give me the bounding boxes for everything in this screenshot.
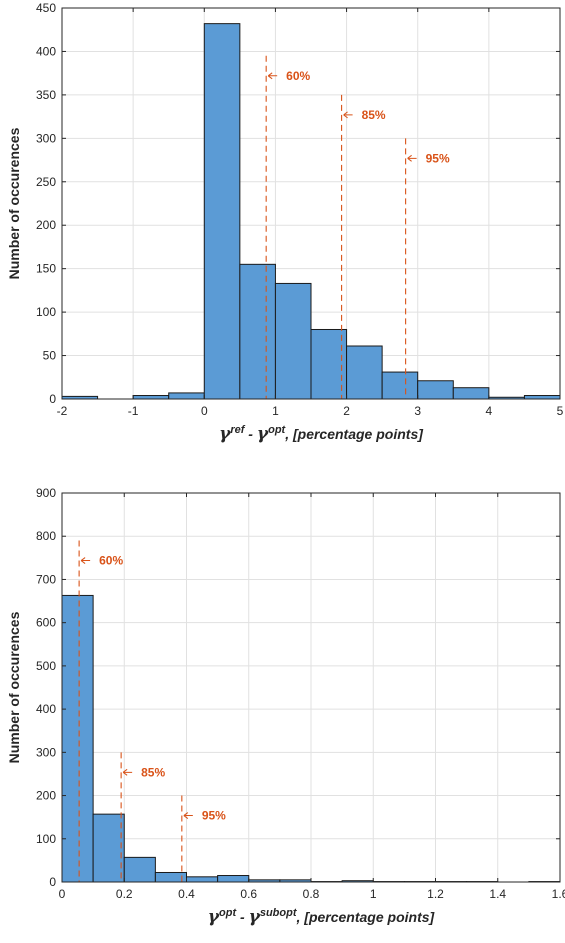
percentile-label: 95% bbox=[426, 151, 450, 165]
x-tick-label: 0.2 bbox=[116, 887, 133, 901]
histogram-bar bbox=[217, 875, 250, 883]
x-axis-label-sym2: γ bbox=[249, 907, 261, 927]
x-tick-label: 1 bbox=[272, 404, 279, 418]
y-tick-label: 450 bbox=[36, 1, 56, 15]
x-tick-label: -1 bbox=[128, 404, 139, 418]
percentile-arrow bbox=[122, 768, 133, 776]
y-tick-label: 800 bbox=[36, 529, 56, 543]
x-axis-label-mid: - bbox=[236, 909, 248, 925]
percentile-marker: 60% bbox=[265, 55, 311, 399]
x-axis-label-mid: - bbox=[244, 426, 256, 442]
percentile-label: 60% bbox=[286, 69, 310, 83]
y-tick-label: 300 bbox=[36, 745, 56, 759]
histogram-bar bbox=[523, 395, 561, 400]
histogram-bar bbox=[239, 263, 276, 400]
x-tick-label: 1.4 bbox=[489, 887, 506, 901]
y-tick-label: 300 bbox=[36, 131, 56, 145]
histogram-bar bbox=[123, 856, 156, 883]
histogram-bar bbox=[452, 387, 490, 400]
x-axis-label: γopt - γsubopt, [percentage points] bbox=[208, 907, 436, 927]
histogram-chart-bottom: 60% 85% 95% 0 0.2 0.4 0.6 0.8 1 1.2 1.4 1.6 0 100 200 3… bbox=[6, 486, 565, 927]
percentile-marker: 95% bbox=[181, 795, 226, 882]
percentile-arrow bbox=[80, 557, 91, 564]
percentile-marker: 95% bbox=[405, 138, 450, 399]
x-axis-label-sym2: γ bbox=[257, 424, 269, 444]
histogram-bar bbox=[310, 328, 348, 400]
y-tick-label: 400 bbox=[36, 44, 56, 58]
y-tick-label: 700 bbox=[36, 572, 56, 586]
x-tick-label: 0.8 bbox=[303, 887, 320, 901]
histogram-bar bbox=[92, 813, 125, 883]
y-tick-label: 50 bbox=[43, 349, 57, 363]
y-tick-label: 250 bbox=[36, 175, 56, 189]
y-tick-label: 0 bbox=[49, 875, 56, 889]
percentile-arrow bbox=[183, 812, 193, 819]
histogram-bar bbox=[186, 876, 219, 883]
percentile-marker: 85% bbox=[341, 94, 386, 399]
histogram-bar bbox=[274, 282, 312, 400]
y-tick-label: 400 bbox=[36, 702, 56, 716]
x-tick-label: 5 bbox=[557, 404, 564, 418]
x-axis-label-sup2: subopt bbox=[260, 907, 298, 919]
x-tick-label: 0 bbox=[201, 404, 208, 418]
x-axis-label-sup2: opt bbox=[268, 424, 286, 436]
x-axis-label-tail: , [percentage points] bbox=[296, 909, 436, 925]
y-tick-label: 100 bbox=[36, 832, 56, 846]
percentile-label: 60% bbox=[99, 554, 123, 568]
x-tick-label: 3 bbox=[414, 404, 421, 418]
x-tick-label: 4 bbox=[486, 404, 493, 418]
y-tick-label: 0 bbox=[49, 392, 56, 406]
y-tick-label: 350 bbox=[36, 88, 56, 102]
x-tick-label: 0.4 bbox=[178, 887, 195, 901]
histogram-bars bbox=[61, 23, 561, 400]
histogram-bar bbox=[203, 23, 241, 400]
y-tick-label: 150 bbox=[36, 262, 56, 276]
percentile-label: 95% bbox=[202, 809, 226, 823]
x-axis-label-sup1: opt bbox=[219, 907, 237, 919]
y-tick-label: 600 bbox=[36, 616, 56, 630]
x-tick-label: 1.2 bbox=[427, 887, 444, 901]
x-axis-label-sup1: ref bbox=[230, 424, 245, 436]
x-axis-label-sym1: γ bbox=[208, 907, 220, 927]
percentile-arrow bbox=[267, 72, 278, 80]
x-tick-label: 0.6 bbox=[240, 887, 257, 901]
percentile-arrow bbox=[407, 154, 417, 162]
x-tick-label: 1 bbox=[370, 887, 377, 901]
percentile-arrow bbox=[343, 111, 353, 119]
y-tick-label: 900 bbox=[36, 486, 56, 500]
percentile-label: 85% bbox=[362, 108, 386, 122]
y-axis-label: Number of occurences bbox=[6, 611, 22, 763]
percentile-marker: 60% bbox=[78, 540, 123, 882]
percentile-label: 85% bbox=[141, 765, 165, 779]
x-tick-label: 2 bbox=[343, 404, 350, 418]
histogram-bar bbox=[168, 392, 205, 400]
plot-area-frame bbox=[61, 7, 561, 400]
y-tick-label: 500 bbox=[36, 659, 56, 673]
histogram-chart-top: 60%85%95%-2 -1 0 1 2 3 4 5050100150200250300350… bbox=[6, 1, 564, 444]
histogram-bar bbox=[61, 594, 94, 883]
histogram-bar bbox=[417, 380, 454, 400]
percentile-marker: 85% bbox=[120, 752, 165, 882]
x-axis-label-tail: , [percentage points] bbox=[284, 426, 424, 442]
y-tick-label: 200 bbox=[36, 789, 56, 803]
x-axis-label-sym1: γ bbox=[219, 424, 231, 444]
histogram-bar bbox=[346, 345, 383, 400]
grid-lines bbox=[62, 8, 560, 399]
x-tick-label: 1.6 bbox=[552, 887, 565, 901]
x-tick-label: 0 bbox=[59, 887, 66, 901]
histogram-bar bbox=[132, 395, 170, 400]
x-tick-label: -2 bbox=[57, 404, 68, 418]
y-axis-label: Number of occurences bbox=[6, 127, 22, 279]
histogram-bar bbox=[381, 371, 419, 400]
grid-lines bbox=[62, 493, 560, 882]
y-tick-label: 200 bbox=[36, 218, 56, 232]
x-axis-label: γref - γopt, [percentage points] bbox=[219, 424, 424, 444]
y-tick-label: 100 bbox=[36, 305, 56, 319]
